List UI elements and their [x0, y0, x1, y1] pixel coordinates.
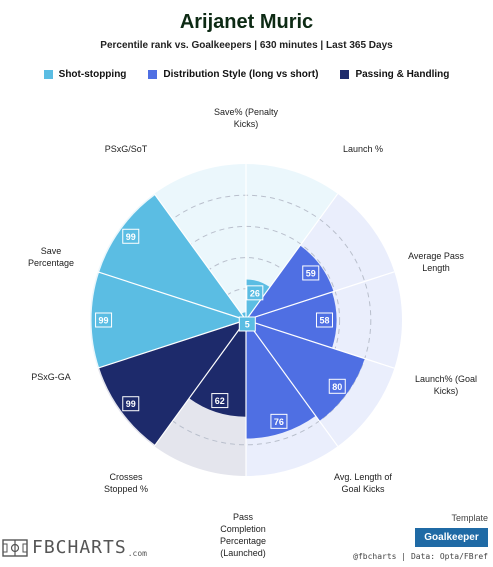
logo-suffix: .com	[127, 549, 147, 558]
value-label-box	[302, 265, 320, 281]
value-label-box	[122, 396, 140, 412]
value-wedge	[91, 272, 247, 368]
background-wedge	[154, 164, 246, 320]
value-label: 80	[332, 382, 342, 392]
value-label-box	[95, 312, 113, 328]
spoke-line	[97, 271, 247, 321]
category-label: Crosses Stopped %	[104, 472, 148, 494]
value-label-box	[246, 285, 264, 301]
value-label: 26	[250, 288, 260, 298]
value-wedge	[246, 245, 334, 320]
value-label-box	[270, 413, 288, 429]
category-label: PSxG-GA	[31, 372, 71, 382]
value-label-box	[211, 393, 229, 409]
category-label: PSxG/SoT	[105, 144, 148, 154]
value-label-box	[122, 228, 140, 244]
legend-item-distribution: Distribution Style (long vs short)	[148, 69, 318, 80]
template-badge: Goalkeeper	[415, 528, 488, 547]
value-label-box	[315, 312, 333, 328]
value-label: 99	[99, 316, 109, 326]
legend-swatch-shot-stopping	[43, 70, 53, 79]
data-credit: @fbcharts | Data: Opta/FBref	[353, 552, 488, 561]
template-label: Template	[451, 513, 488, 523]
legend: Shot-stopping Distribution Style (long v…	[0, 69, 493, 80]
pitch-icon	[2, 538, 28, 557]
legend-label-distribution: Distribution Style (long vs short)	[163, 69, 319, 80]
value-label-box	[328, 378, 346, 394]
value-wedge	[246, 320, 316, 439]
background-wedge	[246, 164, 338, 320]
value-wedge	[99, 320, 246, 445]
value-label: 99	[126, 399, 136, 409]
category-label: Launch %	[343, 144, 383, 154]
value-label-box	[238, 316, 256, 332]
legend-swatch-distribution	[148, 70, 158, 79]
value-label: 59	[306, 268, 316, 278]
value-wedge	[246, 320, 365, 421]
legend-label-shot-stopping: Shot-stopping	[58, 69, 127, 80]
logo-text: FBCHARTS	[32, 537, 127, 558]
value-label: 99	[126, 232, 136, 242]
legend-label-passing: Passing & Handling	[355, 69, 450, 80]
category-label: Save Percentage	[28, 246, 74, 268]
spoke-line	[245, 319, 339, 447]
category-label: Avg. Length of Goal Kicks	[334, 472, 392, 494]
spoke-line	[153, 319, 247, 447]
chart-title: Arijanet Muric	[179, 11, 314, 33]
category-label: Pass Completion Percentage (Launched)	[220, 512, 266, 558]
category-label: Save% (Penalty Kicks)	[214, 107, 279, 129]
category-label: Launch% (Goal Kicks)	[415, 374, 477, 396]
spoke-line	[245, 319, 395, 369]
value-wedge	[99, 195, 246, 320]
spoke-line	[97, 319, 247, 369]
spoke-line	[153, 193, 247, 321]
category-label: Average Pass Length	[408, 251, 464, 273]
legend-item-passing: Passing & Handling	[340, 69, 449, 80]
legend-swatch-passing	[340, 70, 350, 79]
spoke-line	[245, 271, 395, 321]
value-label: 62	[215, 396, 225, 406]
chart-subtitle: Percentile rank vs. Goalkeepers | 630 mi…	[100, 40, 393, 51]
value-label: 5	[245, 319, 250, 329]
fbcharts-logo: FBCHARTS .com	[2, 537, 147, 558]
legend-item-shot-stopping: Shot-stopping	[43, 69, 127, 80]
value-label: 58	[319, 316, 329, 326]
value-label: 76	[274, 417, 284, 427]
value-wedge	[189, 320, 246, 417]
value-wedge	[246, 292, 337, 348]
